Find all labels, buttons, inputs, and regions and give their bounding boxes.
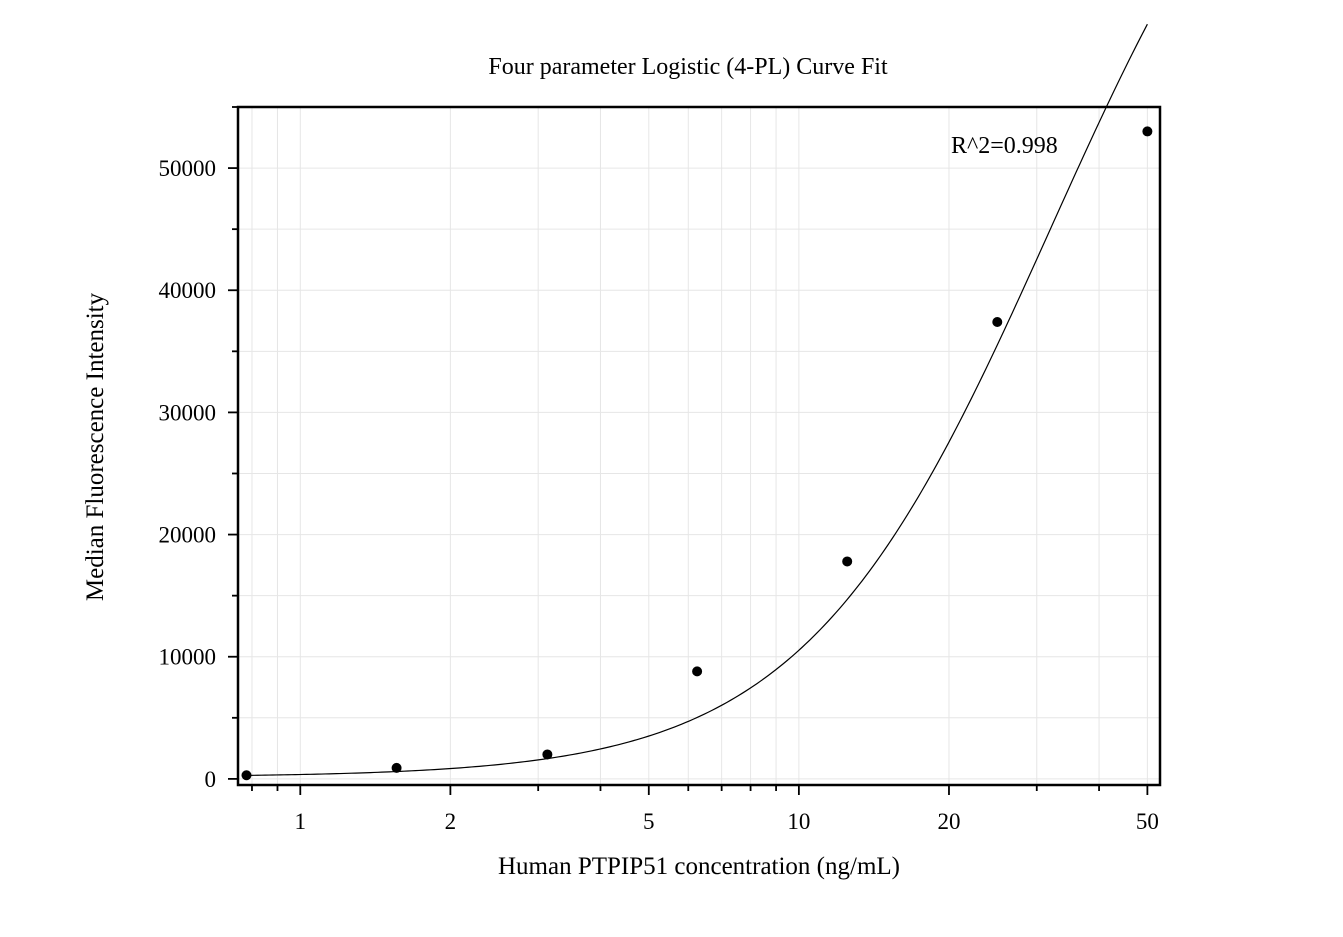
axis-ticks <box>228 106 1149 795</box>
chart-title: Four parameter Logistic (4-PL) Curve Fit <box>488 54 888 80</box>
data-point <box>542 749 553 760</box>
x-axis-label: Human PTPIP51 concentration (ng/mL) <box>498 853 900 880</box>
y-tick-label: 50000 <box>159 156 217 181</box>
grid-lines <box>238 106 1160 785</box>
y-tick-label: 10000 <box>159 645 217 670</box>
data-point <box>391 762 402 773</box>
y-axis-label: Median Fluorescence Intensity <box>82 292 109 601</box>
tick-labels: 1 2 5 10 20 50 0 10000 20000 30000 40000 50000 <box>159 156 1159 834</box>
x-tick-label: 1 <box>295 809 307 834</box>
x-tick-label: 50 <box>1136 809 1159 834</box>
y-tick-label: 40000 <box>159 278 217 303</box>
data-point <box>692 666 703 677</box>
data-point <box>1142 126 1153 137</box>
r-squared-annotation: R^2=0.998 <box>951 133 1058 159</box>
plot-frame <box>236 105 1162 787</box>
data-point <box>992 317 1003 328</box>
x-tick-label: 10 <box>787 809 810 834</box>
x-tick-label: 5 <box>643 809 655 834</box>
x-tick-label: 2 <box>445 809 457 834</box>
data-points <box>241 126 1153 781</box>
y-tick-label: 20000 <box>159 523 217 548</box>
y-tick-label: 0 <box>205 767 217 792</box>
y-tick-label: 30000 <box>159 400 217 425</box>
x-tick-label: 20 <box>937 809 960 834</box>
data-point <box>842 556 853 567</box>
data-point <box>241 770 252 781</box>
